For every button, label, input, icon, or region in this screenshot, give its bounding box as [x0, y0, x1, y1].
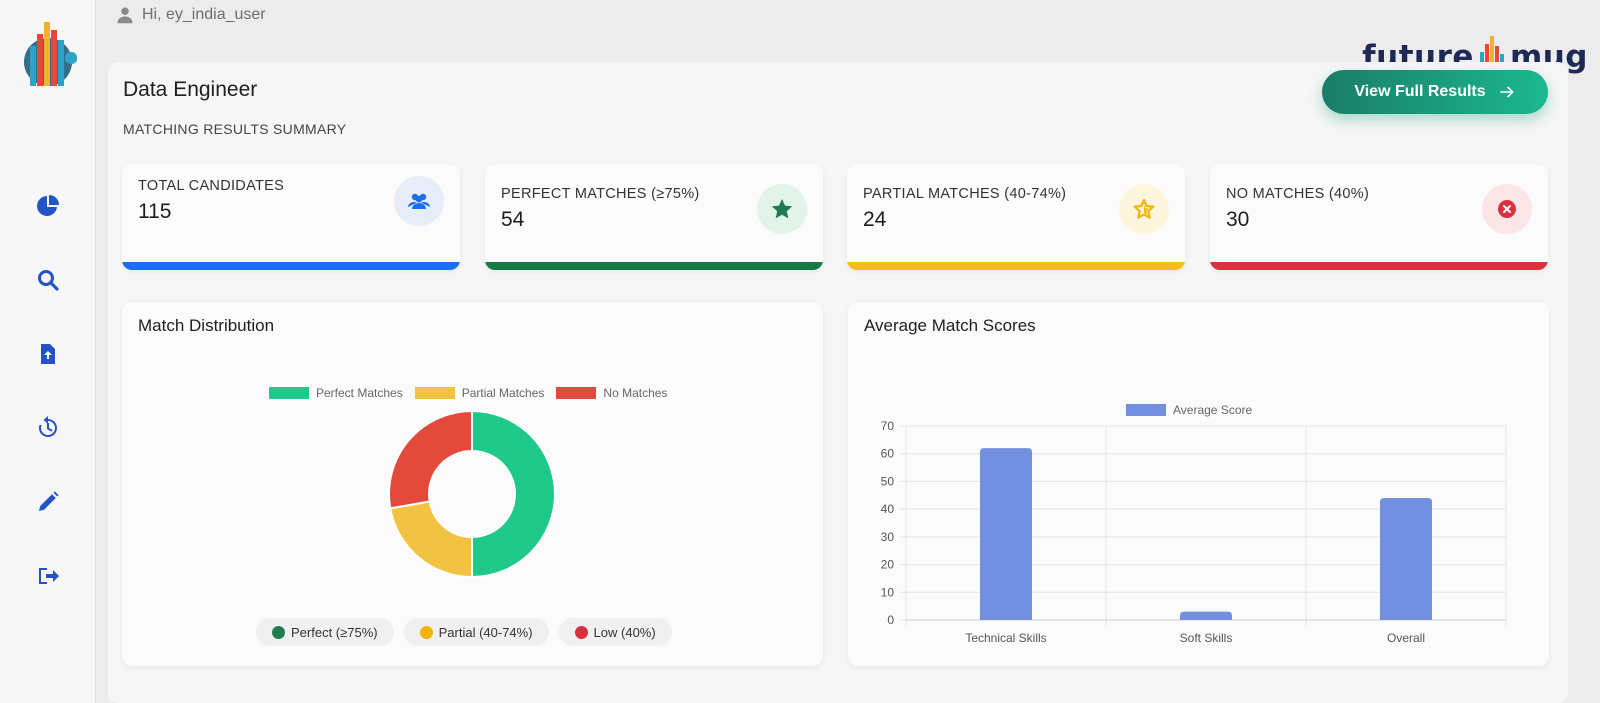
main-panel: Data Engineer MATCHING RESULTS SUMMARY V… [108, 62, 1568, 703]
pie-legend-item[interactable]: Perfect Matches [269, 386, 403, 400]
distribution-pills: Perfect (≥75%) Partial (40-74%) Low (40%) [256, 618, 672, 646]
bar-chart: Average Score 0 10 20 30 40 50 60 70 Technical Sk… [881, 403, 1507, 645]
sidebar-item-history[interactable] [30, 410, 66, 446]
donut-slice-perfect-matches[interactable] [471, 409, 556, 579]
user-greeting[interactable]: Hi, ey_india_user [116, 4, 266, 26]
y-tick-label: 50 [881, 474, 895, 488]
stat-card: TOTAL CANDIDATES 115 [122, 164, 460, 270]
history-icon [38, 416, 57, 437]
sidebar-item-dashboard[interactable] [30, 188, 66, 224]
x-tick-label: Soft Skills [1180, 631, 1233, 645]
pill-dot [574, 625, 588, 639]
stat-value: 115 [138, 200, 172, 223]
star-icon [771, 199, 793, 219]
sidebar-item-edit[interactable] [30, 484, 66, 520]
x-tick-label: Overall [1387, 631, 1425, 645]
page-title: Data Engineer [123, 78, 258, 101]
y-tick-label: 60 [881, 447, 895, 461]
pill-label: Perfect (≥75%) [291, 624, 378, 640]
distribution-pill: Low (40%) [558, 618, 672, 646]
distribution-pill: Perfect (≥75%) [256, 618, 394, 646]
stat-value: 24 [863, 208, 887, 231]
pill-dot [419, 625, 433, 639]
legend-swatch [414, 387, 455, 399]
stat-icon-badge [394, 176, 444, 226]
stat-value: 30 [1226, 208, 1250, 231]
stat-color-bar [847, 262, 1185, 270]
users-icon [408, 193, 430, 209]
bar-legend-label: Average Score [1173, 403, 1252, 417]
file-upload-icon [41, 344, 55, 364]
pie-chart-icon [37, 195, 59, 216]
donut-slice-no-matches[interactable] [388, 409, 473, 510]
pie-legend-item[interactable]: Partial Matches [414, 386, 545, 400]
donut-chart [388, 409, 556, 579]
legend-label: Perfect Matches [316, 386, 403, 400]
stat-value: 54 [501, 208, 525, 231]
stat-icon-badge [1482, 184, 1532, 234]
match-distribution-title: Match Distribution [138, 316, 275, 335]
sidebar-item-search[interactable] [30, 262, 66, 298]
view-full-results-label: View Full Results [1354, 83, 1486, 100]
stat-color-bar [1210, 262, 1548, 270]
stat-card: PERFECT MATCHES (≥75%) 54 [485, 164, 823, 270]
page-subtitle: MATCHING RESULTS SUMMARY [123, 121, 347, 137]
pill-label: Partial (40-74%) [438, 624, 533, 640]
pie-legend-item[interactable]: No Matches [556, 386, 667, 400]
search-icon [38, 270, 59, 291]
greeting-text: Hi, ey_india_user [142, 6, 266, 23]
legend-swatch [269, 387, 309, 399]
pill-label: Low (40%) [593, 624, 656, 640]
stat-label: PERFECT MATCHES (≥75%) [501, 186, 700, 202]
y-tick-label: 20 [881, 558, 895, 572]
sidebar [0, 0, 96, 703]
y-tick-label: 0 [887, 613, 894, 627]
y-tick-label: 40 [881, 502, 895, 516]
bar-legend-swatch[interactable] [1126, 404, 1166, 416]
legend-label: No Matches [603, 386, 668, 400]
stat-label: NO MATCHES (40%) [1226, 186, 1370, 202]
stat-color-bar [485, 262, 823, 270]
pill-dot [272, 625, 285, 639]
stat-color-bar [122, 262, 460, 270]
legend-swatch [556, 387, 597, 399]
stat-icon-badge [1119, 184, 1169, 234]
y-tick-label: 10 [881, 585, 895, 599]
star-outline-icon [1133, 198, 1155, 219]
sidebar-item-upload[interactable] [30, 336, 66, 372]
close-circle-icon [1498, 200, 1516, 218]
stat-icon-badge [757, 184, 807, 234]
bar-technical-skills[interactable] [980, 448, 1032, 620]
pie-legend: Perfect Matches Partial Matches No Matches [269, 386, 679, 400]
stat-label: TOTAL CANDIDATES [138, 178, 285, 194]
distribution-pill: Partial (40-74%) [403, 618, 549, 646]
stat-card: PARTIAL MATCHES (40-74%) 24 [847, 164, 1185, 270]
app-logo[interactable] [20, 16, 80, 88]
arrow-right-icon [1499, 86, 1514, 98]
average-scores-card: Average Match Scores Average Score 0 10 20 3… [848, 302, 1549, 666]
view-full-results-button[interactable]: View Full Results [1322, 70, 1548, 114]
y-tick-label: 30 [881, 530, 895, 544]
logout-icon [39, 568, 59, 584]
match-distribution-card: Match Distribution Perfect Matches Partia… [122, 302, 823, 666]
pencil-icon [39, 491, 59, 511]
average-scores-title: Average Match Scores [864, 316, 1036, 335]
y-tick-label: 70 [881, 419, 895, 433]
legend-label: Partial Matches [461, 386, 545, 400]
user-icon [117, 7, 133, 24]
bar-soft-skills[interactable] [1180, 611, 1232, 620]
x-tick-label: Technical Skills [965, 631, 1046, 645]
stat-label: PARTIAL MATCHES (40-74%) [863, 186, 1067, 202]
stat-card: NO MATCHES (40%) 30 [1210, 164, 1548, 270]
bar-overall[interactable] [1380, 498, 1432, 620]
sidebar-item-logout[interactable] [30, 558, 66, 594]
donut-slice-partial-matches[interactable] [389, 500, 473, 579]
